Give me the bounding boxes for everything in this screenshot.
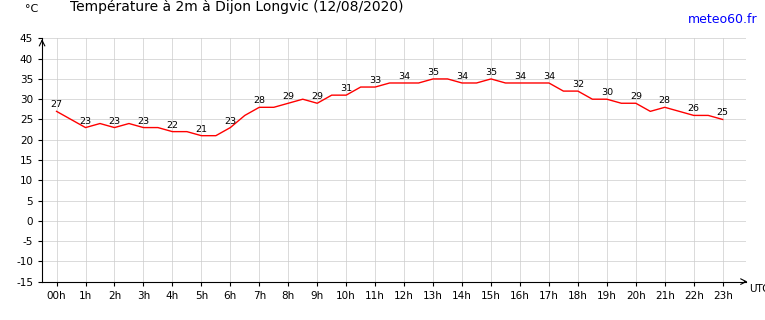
Text: 25: 25 — [717, 108, 729, 117]
Text: 29: 29 — [630, 92, 642, 101]
Text: 21: 21 — [195, 125, 207, 134]
Text: 23: 23 — [109, 116, 121, 125]
Text: 29: 29 — [311, 92, 324, 101]
Text: 34: 34 — [514, 72, 526, 81]
Text: 26: 26 — [688, 104, 700, 113]
Text: 23: 23 — [80, 116, 92, 125]
Text: 32: 32 — [571, 80, 584, 89]
Text: 22: 22 — [167, 121, 178, 130]
Text: 28: 28 — [659, 96, 671, 105]
Text: 35: 35 — [485, 68, 497, 77]
Text: 35: 35 — [427, 68, 439, 77]
Text: 29: 29 — [282, 92, 295, 101]
Text: °C: °C — [25, 4, 38, 14]
Text: 34: 34 — [456, 72, 468, 81]
Text: 23: 23 — [224, 116, 236, 125]
Text: 28: 28 — [253, 96, 265, 105]
Text: Température à 2m à Dijon Longvic (12/08/2020): Température à 2m à Dijon Longvic (12/08/… — [70, 0, 404, 14]
Text: UTC: UTC — [750, 284, 765, 294]
Text: 33: 33 — [369, 76, 381, 85]
Text: 30: 30 — [601, 88, 613, 97]
Text: meteo60.fr: meteo60.fr — [688, 13, 757, 26]
Text: 31: 31 — [340, 84, 352, 93]
Text: 34: 34 — [398, 72, 410, 81]
Text: 27: 27 — [50, 100, 63, 109]
Text: 34: 34 — [543, 72, 555, 81]
Text: 23: 23 — [138, 116, 149, 125]
